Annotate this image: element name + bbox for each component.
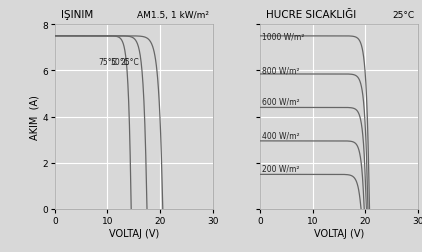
Text: 800 W/m²: 800 W/m² [262,67,300,76]
Text: 600 W/m²: 600 W/m² [262,98,300,107]
Text: 50°C: 50°C [110,57,129,66]
Text: AM1.5, 1 kW/m²: AM1.5, 1 kW/m² [138,11,209,20]
X-axis label: VOLTAJ (V): VOLTAJ (V) [314,228,364,238]
Text: 25°C: 25°C [121,57,139,66]
Text: IŞINIM: IŞINIM [61,10,93,20]
X-axis label: VOLTAJ (V): VOLTAJ (V) [108,228,159,238]
Text: 1000 W/m²: 1000 W/m² [262,32,304,41]
Y-axis label: AKIM  (A): AKIM (A) [30,95,39,140]
Text: 25°C: 25°C [392,11,415,20]
Text: HUCRE SICAKLIĞI: HUCRE SICAKLIĞI [266,10,357,20]
Text: 400 W/m²: 400 W/m² [262,131,300,140]
Text: 75°C: 75°C [98,57,117,66]
Text: 200 W/m²: 200 W/m² [262,164,300,173]
